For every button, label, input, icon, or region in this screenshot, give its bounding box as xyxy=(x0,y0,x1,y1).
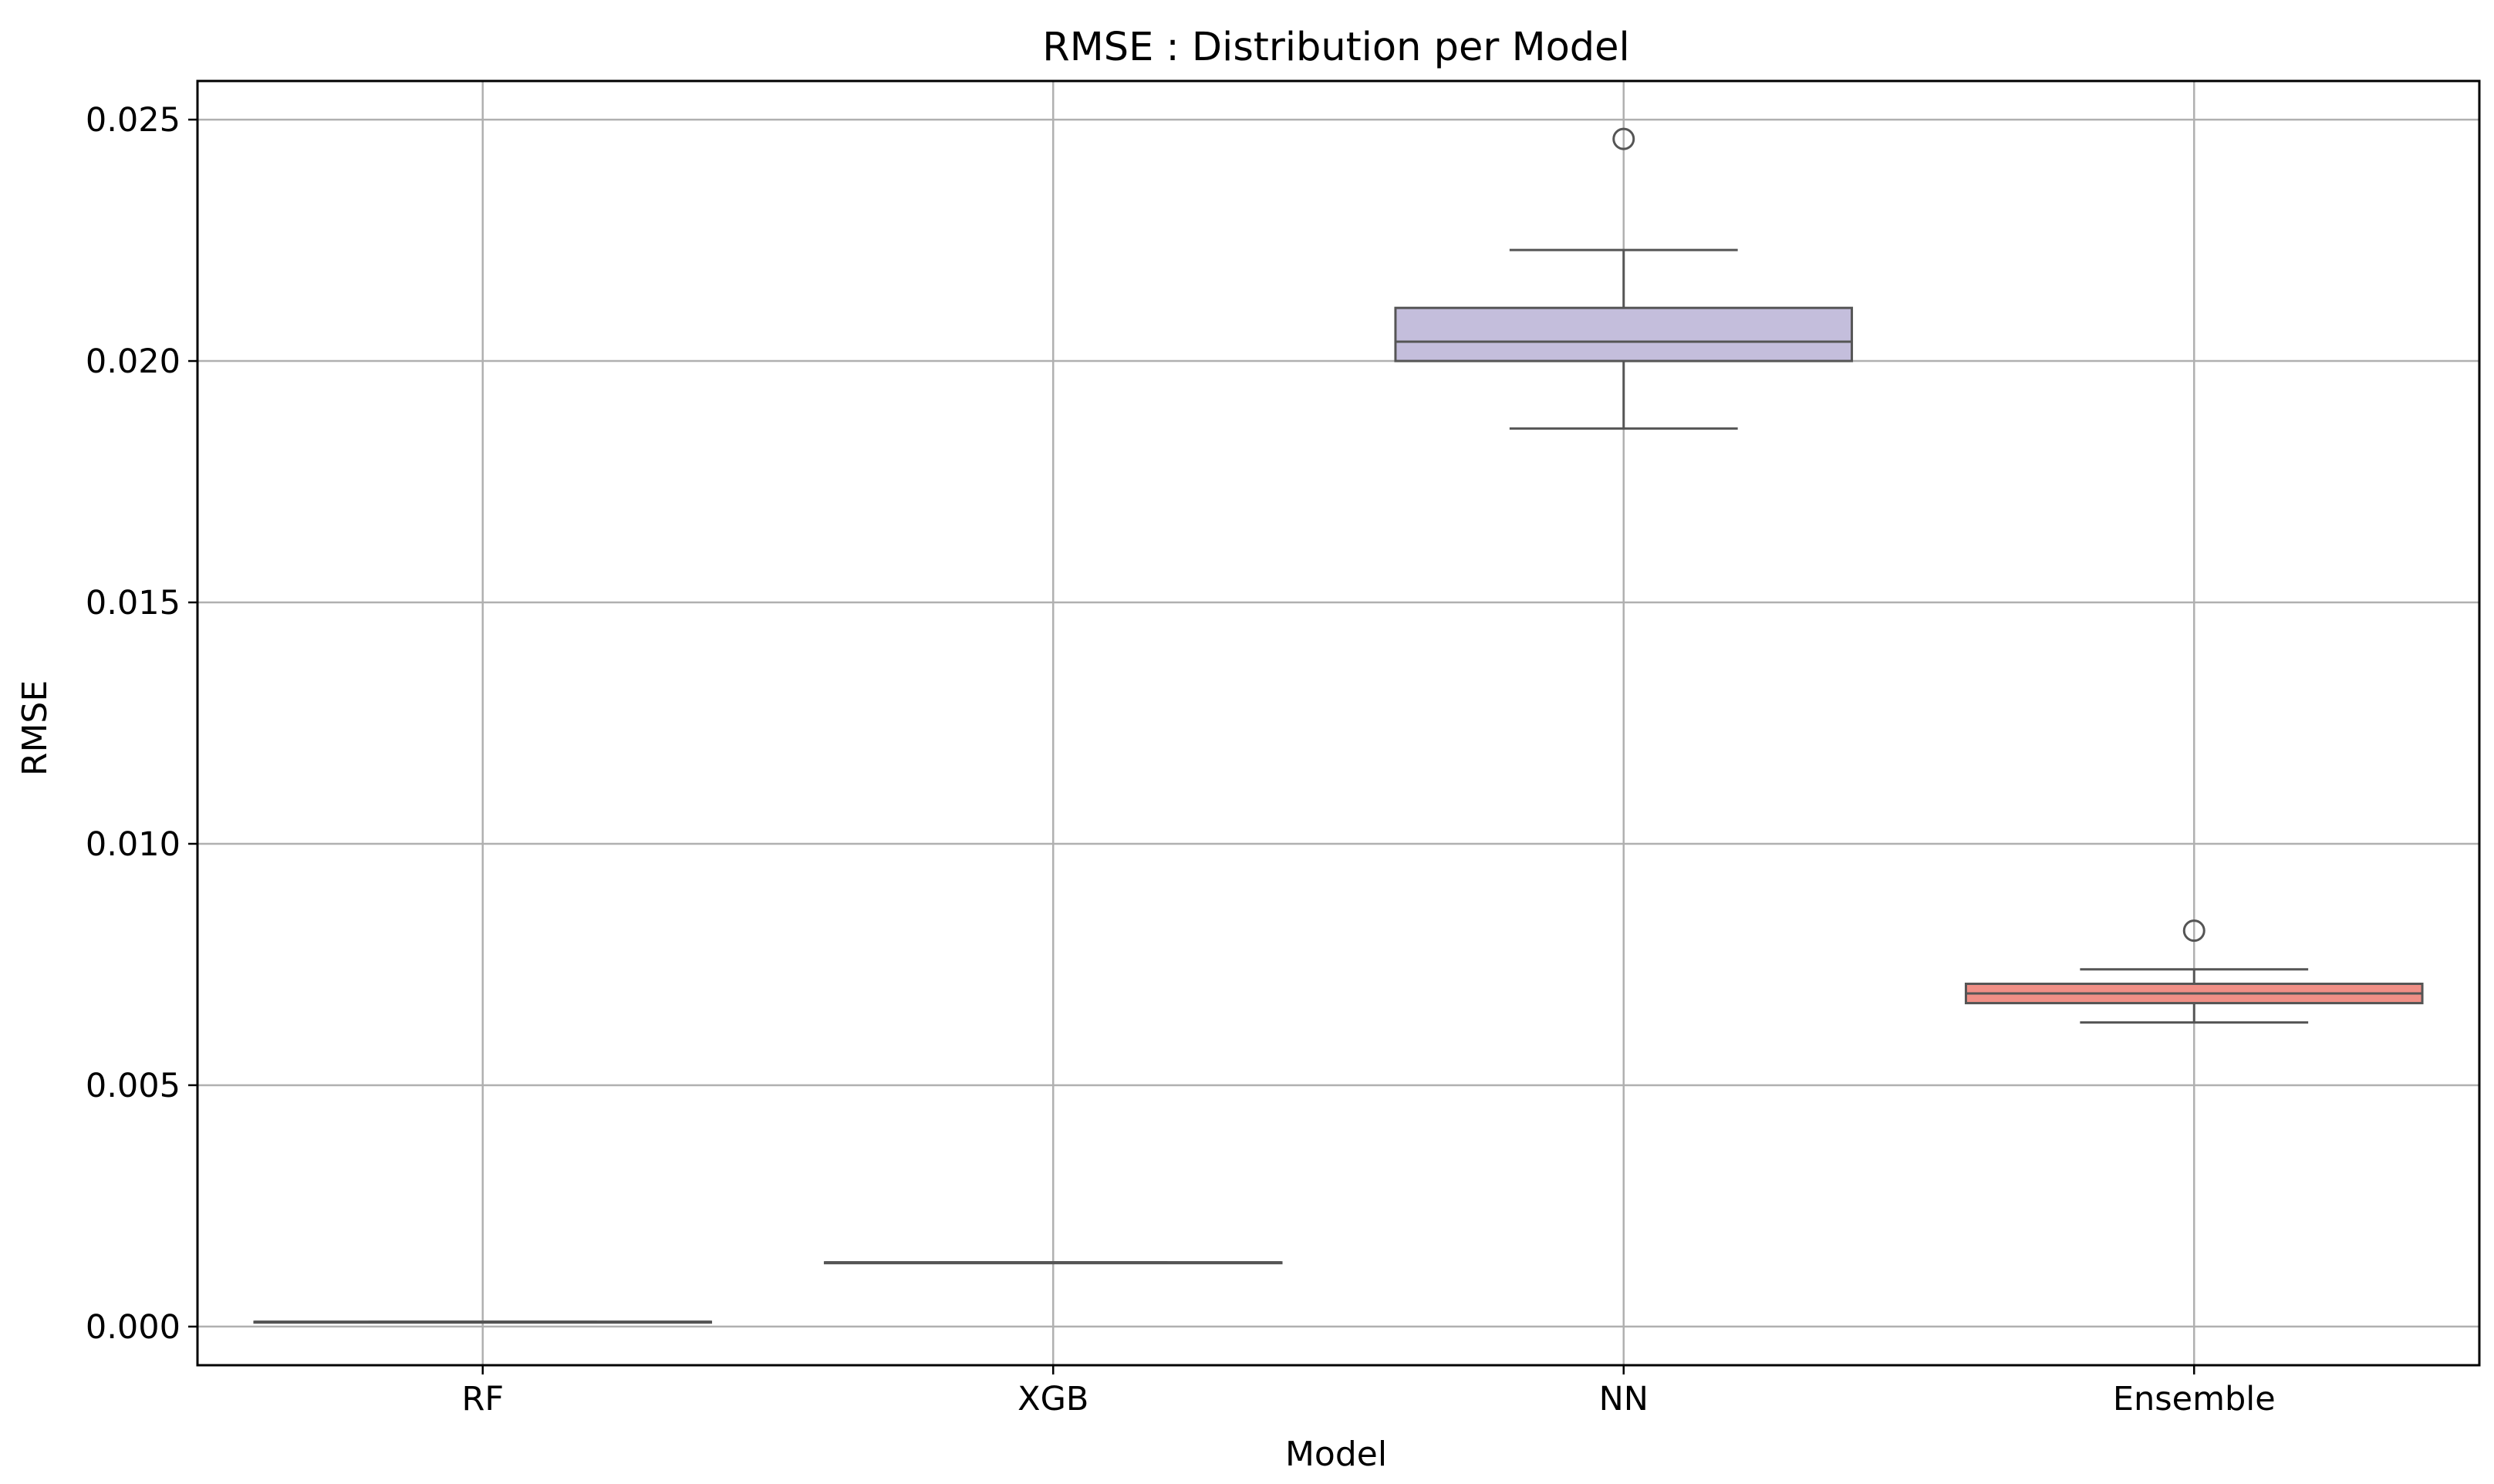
y-tick-label-5: 0.025 xyxy=(86,101,181,140)
boxes xyxy=(253,127,2424,1324)
y-axis-ticks: 0.000 0.005 0.010 0.015 0.020 0.025 xyxy=(86,101,197,1347)
x-tick-label-ensemble: Ensemble xyxy=(2113,1380,2276,1418)
x-tick-label-rf: RF xyxy=(461,1380,504,1418)
plot-frame xyxy=(196,79,2481,1367)
y-tick-label-1: 0.005 xyxy=(86,1067,181,1105)
box-rf xyxy=(253,1320,713,1324)
box-ensemble xyxy=(1964,919,2424,1024)
y-tick-label-2: 0.010 xyxy=(86,825,181,864)
x-tick-label-xgb: XGB xyxy=(1018,1380,1088,1418)
outlier-nn-0 xyxy=(1612,127,1635,150)
y-tick-label-4: 0.020 xyxy=(86,342,181,381)
y-axis-title: RMSE xyxy=(15,680,55,776)
chart-title: RMSE : Distribution per Model xyxy=(1042,25,1629,70)
box-body-nn xyxy=(1394,306,1854,363)
grid xyxy=(197,81,2479,1365)
x-tick-label-nn: NN xyxy=(1599,1380,1649,1418)
y-tick-label-3: 0.015 xyxy=(86,584,181,622)
y-tick-label-0: 0.000 xyxy=(86,1308,181,1347)
x-axis-ticks: RF XGB NN Ensemble xyxy=(461,1365,2276,1418)
box-nn xyxy=(1394,127,1854,430)
x-axis-title: Model xyxy=(1285,1435,1387,1474)
outlier-ensemble-0 xyxy=(2182,919,2205,943)
